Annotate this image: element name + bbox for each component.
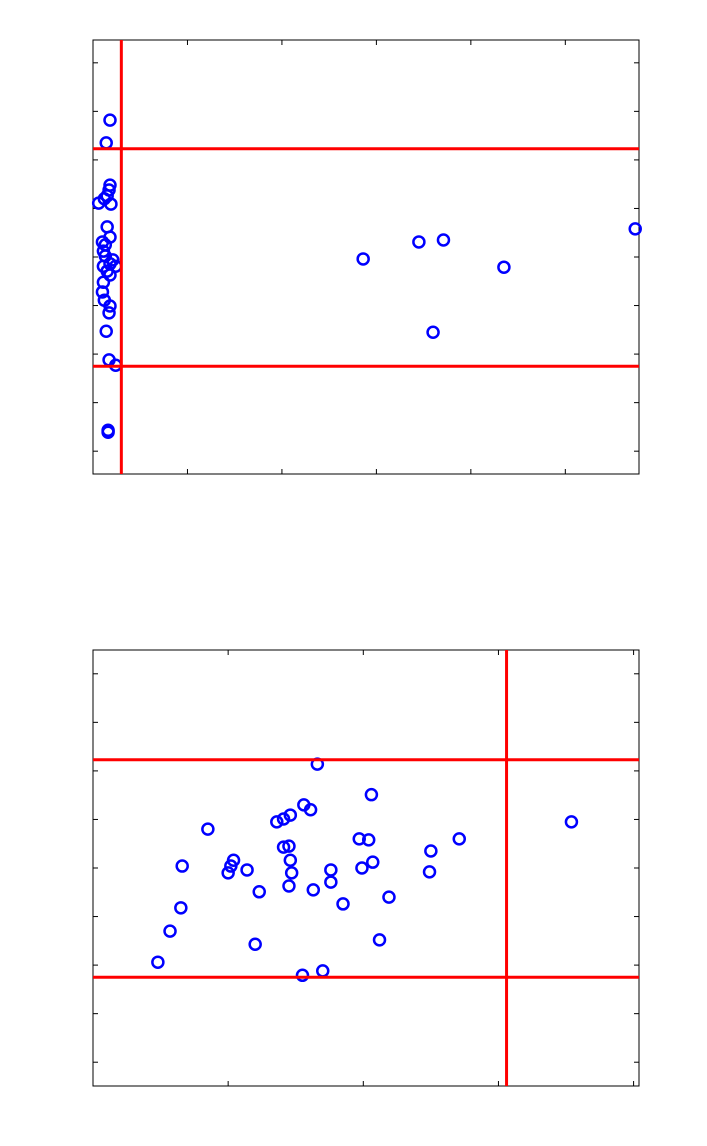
point — [295, 968, 310, 983]
point — [276, 812, 291, 826]
point — [336, 897, 350, 911]
point — [564, 815, 579, 829]
plot-frame — [92, 39, 640, 475]
point — [175, 859, 189, 873]
point — [99, 136, 113, 150]
point — [163, 924, 177, 938]
point — [103, 268, 117, 282]
point — [224, 859, 238, 873]
point — [282, 879, 296, 893]
plot-frame — [92, 649, 640, 1087]
point — [270, 815, 284, 829]
point — [103, 113, 117, 127]
point — [324, 875, 338, 889]
point — [303, 802, 318, 817]
point — [366, 855, 380, 869]
point — [324, 863, 338, 877]
point — [283, 808, 298, 822]
point — [104, 197, 118, 211]
point — [372, 933, 387, 947]
point — [284, 866, 299, 880]
point — [352, 832, 366, 846]
point — [422, 865, 437, 879]
point — [248, 937, 262, 951]
point — [497, 260, 511, 274]
point — [426, 325, 440, 339]
point — [283, 853, 298, 867]
point — [91, 196, 106, 210]
point — [151, 955, 165, 969]
point — [282, 839, 296, 853]
point — [101, 425, 115, 440]
point — [95, 285, 110, 299]
point — [356, 252, 370, 266]
point — [316, 964, 330, 978]
point — [252, 885, 266, 899]
point — [628, 222, 642, 236]
point — [221, 866, 235, 880]
point — [424, 844, 438, 858]
point — [306, 883, 321, 897]
point — [99, 324, 113, 339]
point — [201, 822, 215, 836]
point — [452, 832, 467, 846]
point — [355, 861, 369, 875]
point — [95, 235, 110, 249]
point — [382, 890, 396, 904]
point — [240, 863, 254, 877]
point — [103, 299, 117, 313]
point — [174, 901, 188, 915]
point — [361, 833, 376, 847]
point — [276, 840, 291, 854]
point — [436, 233, 451, 247]
point — [412, 235, 426, 249]
point — [364, 787, 379, 802]
point — [102, 306, 116, 320]
